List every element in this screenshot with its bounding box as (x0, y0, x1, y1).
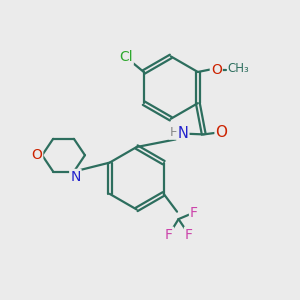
Text: CH₃: CH₃ (228, 62, 249, 75)
Text: N: N (178, 126, 188, 141)
Text: O: O (211, 63, 222, 76)
Text: F: F (190, 206, 198, 220)
Text: O: O (31, 148, 42, 162)
Text: H: H (169, 126, 179, 139)
Text: F: F (185, 228, 193, 242)
Text: F: F (165, 228, 173, 242)
Text: O: O (216, 125, 228, 140)
Text: N: N (70, 170, 81, 184)
Text: Cl: Cl (119, 50, 133, 64)
